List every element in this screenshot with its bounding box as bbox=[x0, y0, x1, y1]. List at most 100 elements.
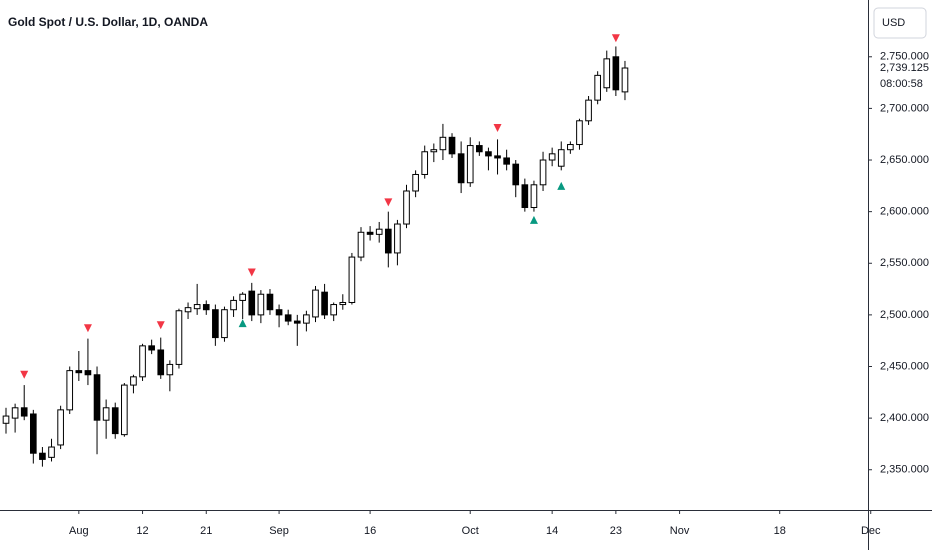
price-scale bbox=[868, 0, 932, 510]
candle-body bbox=[175, 310, 183, 365]
candle-body bbox=[202, 304, 210, 311]
candle-body bbox=[476, 145, 483, 153]
candle-body bbox=[485, 151, 492, 157]
currency-label[interactable]: USD bbox=[882, 17, 905, 29]
signal-up bbox=[238, 319, 247, 328]
candle-body bbox=[621, 67, 629, 93]
candle-body bbox=[403, 190, 410, 225]
candle-body bbox=[548, 153, 556, 161]
candle-body bbox=[366, 231, 374, 235]
signal-up bbox=[529, 215, 538, 224]
countdown: 08:00:58 bbox=[880, 78, 923, 90]
candle-body bbox=[130, 376, 137, 386]
candle-body bbox=[512, 163, 520, 186]
x-tick-label: 18 bbox=[774, 525, 786, 537]
candle-body bbox=[603, 58, 611, 89]
candle-body bbox=[503, 157, 510, 165]
x-tick-label: 16 bbox=[364, 525, 376, 537]
candle-body bbox=[375, 228, 383, 235]
candle-body bbox=[93, 374, 101, 421]
signal-down bbox=[247, 268, 256, 277]
candle-body bbox=[384, 228, 392, 254]
candle-body bbox=[439, 136, 447, 151]
signal-up bbox=[557, 181, 566, 190]
candle-body bbox=[20, 407, 28, 417]
candle-body bbox=[321, 291, 328, 316]
x-tick-label: 14 bbox=[546, 525, 558, 537]
candle-body bbox=[530, 184, 538, 209]
signal-down bbox=[611, 34, 620, 43]
candle-body bbox=[293, 320, 301, 324]
candle-body bbox=[139, 345, 146, 378]
y-tick-label: 2,550.000 bbox=[880, 257, 929, 269]
price-labels: 2,350.000 2,400.000 2,450.000 2,500.000 2,55… bbox=[868, 51, 930, 476]
candle-body bbox=[11, 407, 19, 419]
x-tick-label: 12 bbox=[136, 525, 148, 537]
x-tick-label: Dec bbox=[861, 525, 881, 537]
last-price-label: 2,739.125 bbox=[880, 62, 929, 74]
y-tick-label: 2,450.000 bbox=[880, 360, 929, 372]
y-tick-label: 2,400.000 bbox=[880, 412, 929, 424]
last-price-box bbox=[876, 60, 930, 77]
candle-body bbox=[257, 293, 265, 316]
candle-body bbox=[394, 223, 401, 254]
candle-body bbox=[348, 256, 356, 303]
candle-body bbox=[66, 370, 74, 411]
plot-area bbox=[2, 34, 629, 467]
candle-body bbox=[193, 304, 201, 310]
x-tick-label: Nov bbox=[670, 525, 690, 537]
candle-body bbox=[75, 370, 83, 374]
signal-down bbox=[384, 198, 393, 207]
y-tick-label: 2,350.000 bbox=[880, 464, 929, 476]
candle-body bbox=[148, 345, 155, 351]
candle-body bbox=[521, 184, 529, 209]
currency-button[interactable] bbox=[873, 7, 927, 39]
candle-body bbox=[84, 370, 92, 376]
candle-body bbox=[266, 293, 274, 311]
candle-body bbox=[239, 293, 246, 301]
candle-body bbox=[585, 99, 592, 122]
candle-body bbox=[29, 413, 37, 454]
x-tick-label: Oct bbox=[462, 525, 479, 537]
x-tick-label: Sep bbox=[269, 525, 289, 537]
candle-body bbox=[48, 446, 55, 458]
y-tick-label: 2,500.000 bbox=[880, 309, 929, 321]
candle-body bbox=[212, 309, 219, 339]
candle-body bbox=[184, 307, 192, 313]
candle-body bbox=[567, 144, 574, 151]
candle-body bbox=[312, 289, 319, 318]
candle-body bbox=[2, 415, 10, 424]
signal-down bbox=[493, 124, 502, 133]
candle-body bbox=[166, 363, 174, 376]
candle-body bbox=[221, 309, 228, 339]
candle-body bbox=[539, 159, 547, 186]
candle-body bbox=[303, 314, 310, 324]
y-tick-label: 2,600.000 bbox=[880, 206, 929, 218]
candle-body bbox=[330, 304, 338, 316]
x-tick-label: Aug bbox=[69, 525, 89, 537]
y-tick-label: 2,700.000 bbox=[880, 102, 929, 114]
candle-body bbox=[121, 384, 128, 436]
candle-body bbox=[339, 301, 347, 306]
candle-body bbox=[230, 299, 237, 311]
candle-body bbox=[157, 349, 165, 376]
candle-body bbox=[421, 151, 429, 175]
chart-title: Gold Spot / U.S. Dollar, 1D, OANDA bbox=[8, 15, 208, 29]
candle-body bbox=[248, 290, 256, 316]
candle-body bbox=[448, 136, 456, 155]
candle-body bbox=[111, 407, 119, 435]
y-tick-label: 2,750.000 bbox=[880, 51, 929, 63]
x-tick-label: 21 bbox=[200, 525, 212, 537]
candle-body bbox=[275, 309, 283, 316]
candle-body bbox=[412, 173, 419, 192]
candle-body bbox=[612, 56, 620, 91]
signal-down bbox=[83, 324, 92, 333]
x-tick-label: 23 bbox=[610, 525, 622, 537]
candle-body bbox=[57, 409, 64, 446]
candle-body bbox=[594, 74, 601, 101]
candle-body bbox=[494, 155, 501, 159]
candle-body bbox=[357, 231, 365, 258]
